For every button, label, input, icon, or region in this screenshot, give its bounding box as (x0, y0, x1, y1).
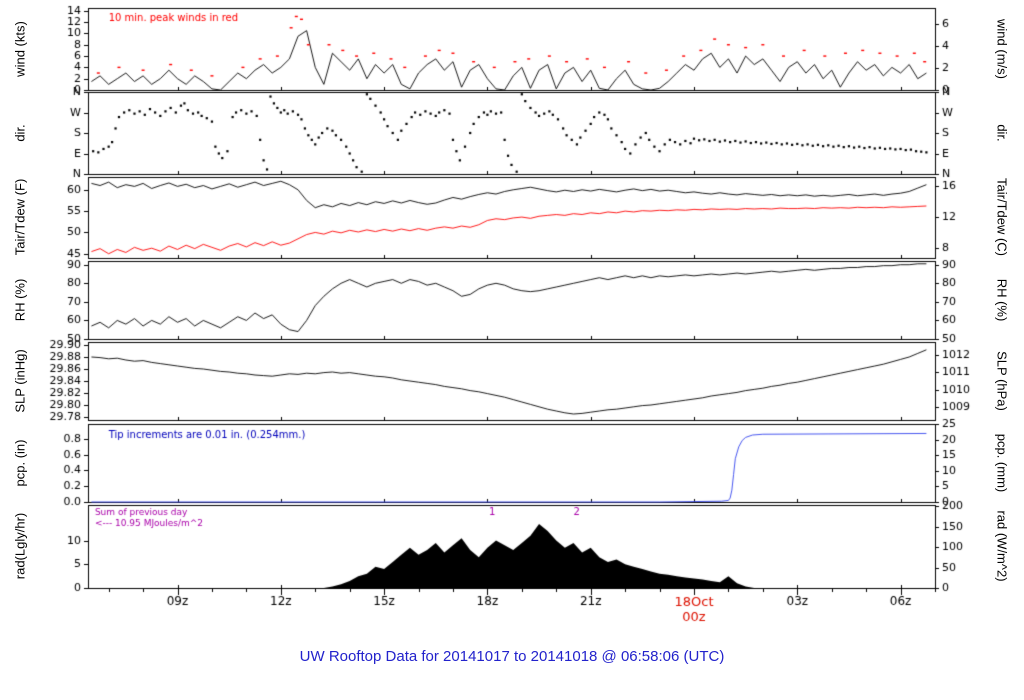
chart-title: UW Rooftop Data for 20141017 to 20141018… (299, 648, 725, 665)
axis-label-rh-right: RH (%) (994, 278, 1010, 322)
axis-label-slp-hpa: SLP (hPa) (994, 351, 1010, 411)
axis-label-dir-right: dir. (994, 124, 1010, 142)
axis-label-dir-left: dir. (12, 124, 28, 142)
axis-label-wind-kts: wind (kts) (12, 21, 28, 77)
axis-label-slp-inhg: SLP (inHg) (12, 349, 28, 413)
axis-label-rad-wm2: rad (W/m^2) (994, 510, 1010, 582)
axis-label-temp-c: Tair/Tdew (C) (994, 177, 1010, 257)
axis-label-pcp-mm: pcp. (mm) (994, 433, 1010, 493)
axis-label-rad-lgly: rad(Lgly/hr) (12, 512, 28, 580)
axis-label-wind-ms: wind (m/s) (994, 19, 1010, 79)
axis-label-temp-f: Tair/Tdew (F) (12, 178, 28, 256)
axis-label-rh-left: RH (%) (12, 278, 28, 322)
axis-label-pcp-in: pcp. (in) (12, 439, 28, 487)
meteogram-canvas (0, 0, 1024, 635)
